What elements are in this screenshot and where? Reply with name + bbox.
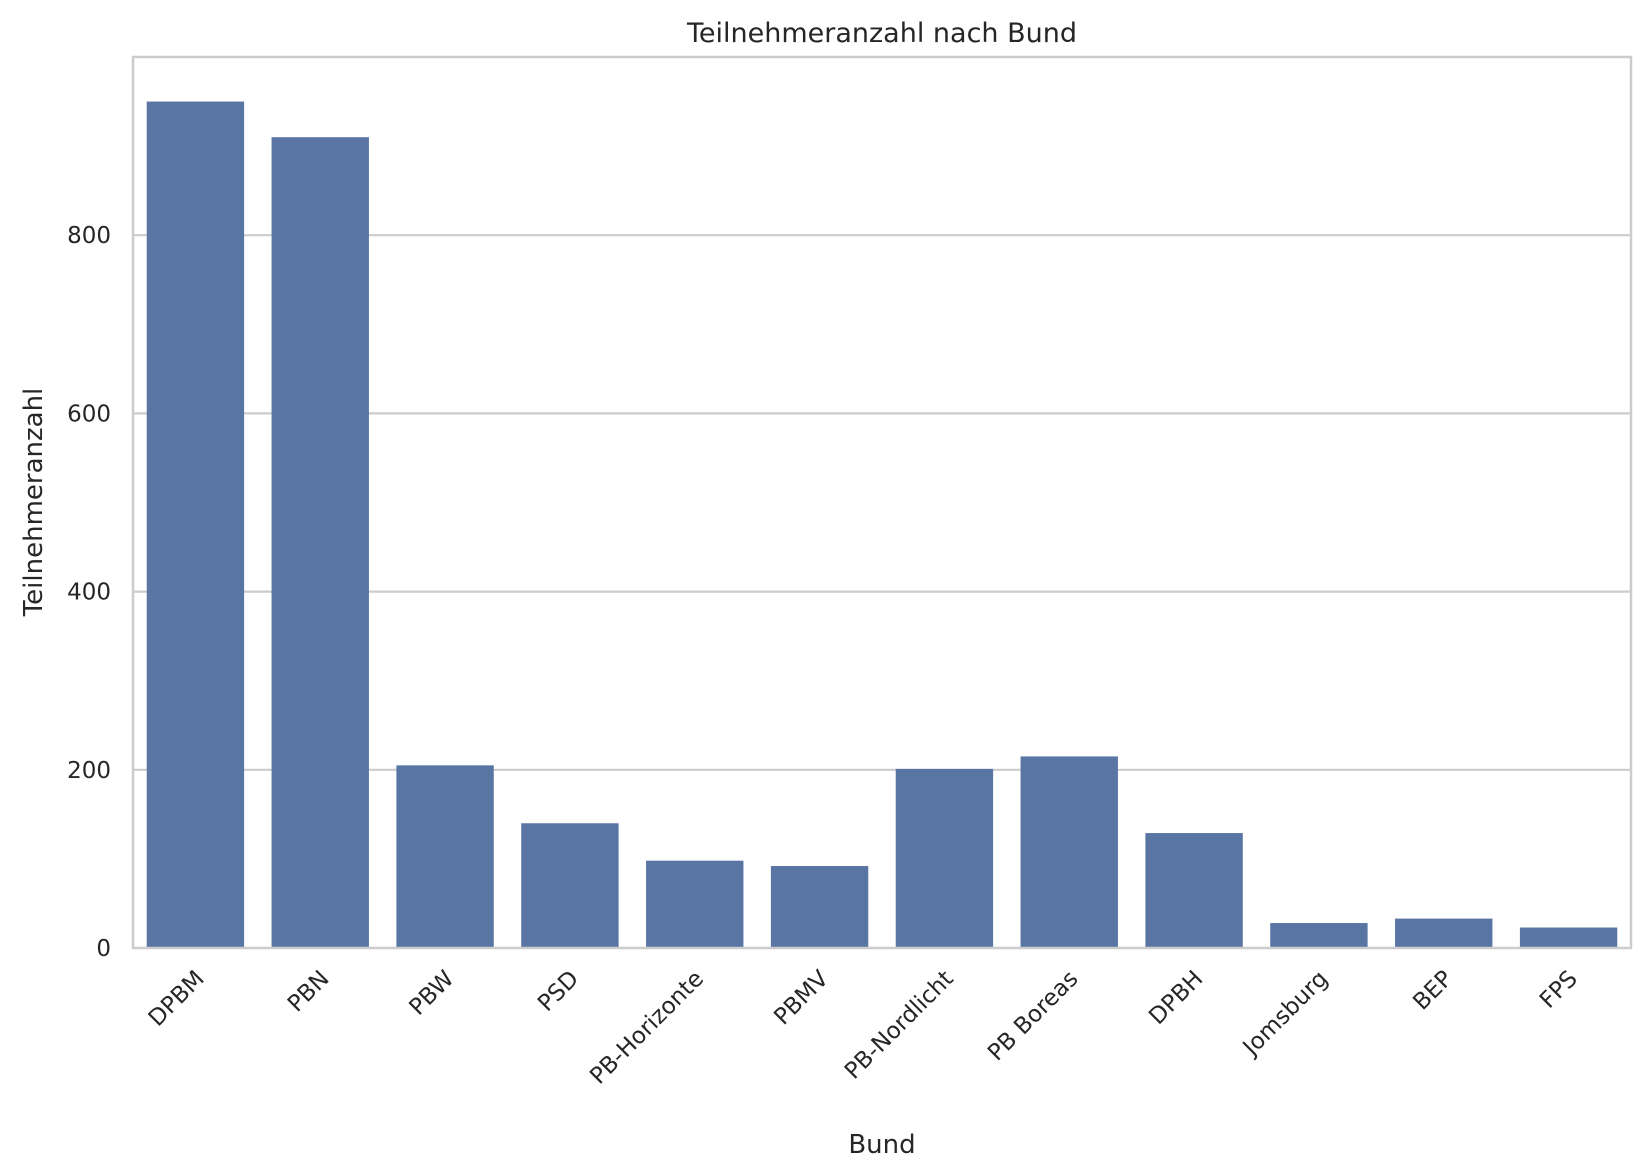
bar-pbmv	[770, 866, 869, 948]
x-tick-label: FPS	[1535, 966, 1583, 1014]
y-tick-label: 0	[96, 936, 111, 962]
x-tick-label: PSD	[533, 966, 584, 1017]
gridlines	[133, 234, 1631, 771]
x-tick-label: DPBH	[1144, 966, 1208, 1030]
x-axis-label: Bund	[848, 1130, 915, 1160]
x-tick-label: PB Boreas	[983, 966, 1083, 1066]
x-tick-label: BEP	[1408, 966, 1458, 1016]
bar-pb-boreas	[1020, 756, 1118, 948]
bar-fps	[1519, 927, 1618, 948]
y-tick-labels: 0 200 400 600 800	[67, 223, 111, 962]
y-axis-label: Teilnehmeranzahl	[19, 388, 49, 618]
y-tick-label: 400	[67, 580, 111, 606]
x-tick-label: PB-Horizonte	[585, 966, 709, 1090]
x-tick-label: PB-Nordlicht	[840, 966, 959, 1085]
x-tick-labels: DPBM PBN PBW PSD PB-Horizonte PBMV PB-Nordlich…	[144, 966, 1583, 1090]
bar-pbw	[396, 765, 494, 948]
x-tick-label: Jomsburg	[1237, 966, 1333, 1062]
y-tick-label: 600	[67, 401, 111, 427]
bars	[146, 101, 1618, 949]
x-tick-label: DPBM	[144, 966, 210, 1032]
bar-psd	[521, 823, 619, 948]
bar-dpbh	[1145, 833, 1243, 948]
y-tick-label: 800	[67, 223, 111, 249]
x-tick-label: PBN	[283, 966, 335, 1018]
bar-pbn	[271, 137, 369, 948]
y-tick-label: 200	[67, 758, 111, 784]
x-tick-label: PBW	[404, 966, 459, 1021]
bar-jomsburg	[1270, 923, 1368, 948]
bar-pb-nordlicht	[895, 768, 994, 948]
x-tick-label: PBMV	[769, 966, 834, 1031]
chart-title: Teilnehmeranzahl nach Bund	[686, 18, 1077, 49]
bar-bep	[1395, 918, 1493, 948]
bar-pb-horizonte	[646, 860, 744, 948]
bar-dpbm	[146, 101, 245, 949]
plot-frame	[131, 55, 1633, 950]
